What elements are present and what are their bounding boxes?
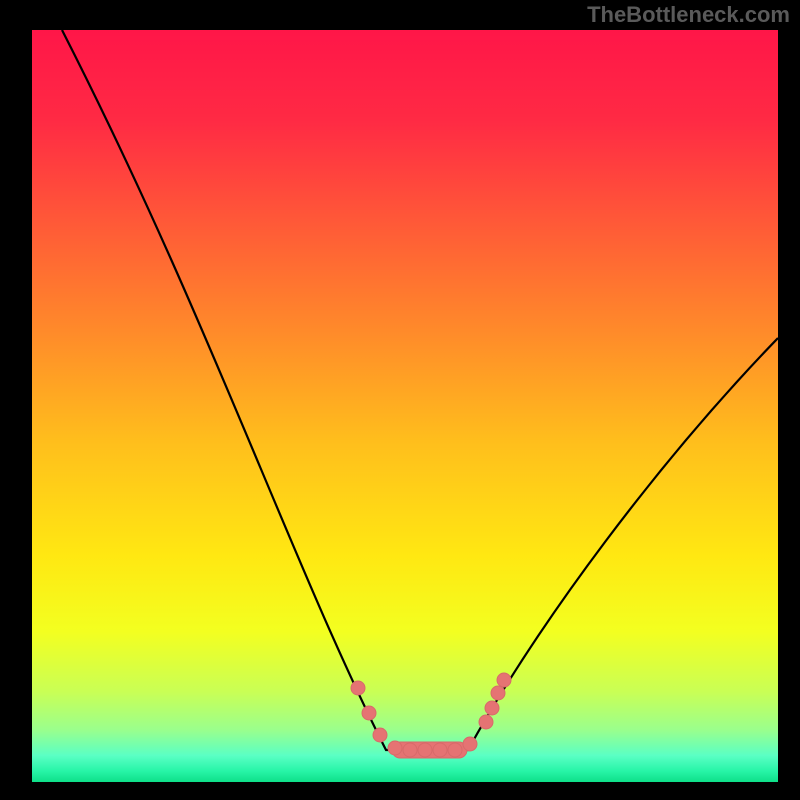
bottleneck-chart xyxy=(0,0,800,800)
curve-marker xyxy=(362,706,376,720)
curve-marker xyxy=(403,743,417,757)
curve-marker xyxy=(463,737,477,751)
curve-marker xyxy=(491,686,505,700)
curve-marker xyxy=(479,715,493,729)
curve-marker xyxy=(497,673,511,687)
curve-marker xyxy=(418,743,432,757)
curve-marker xyxy=(373,728,387,742)
curve-marker xyxy=(433,743,447,757)
curve-marker xyxy=(485,701,499,715)
gradient-background xyxy=(32,30,778,782)
curve-marker xyxy=(448,743,462,757)
watermark-text: TheBottleneck.com xyxy=(587,2,790,28)
curve-marker xyxy=(388,741,402,755)
chart-frame: TheBottleneck.com xyxy=(0,0,800,800)
curve-marker xyxy=(351,681,365,695)
